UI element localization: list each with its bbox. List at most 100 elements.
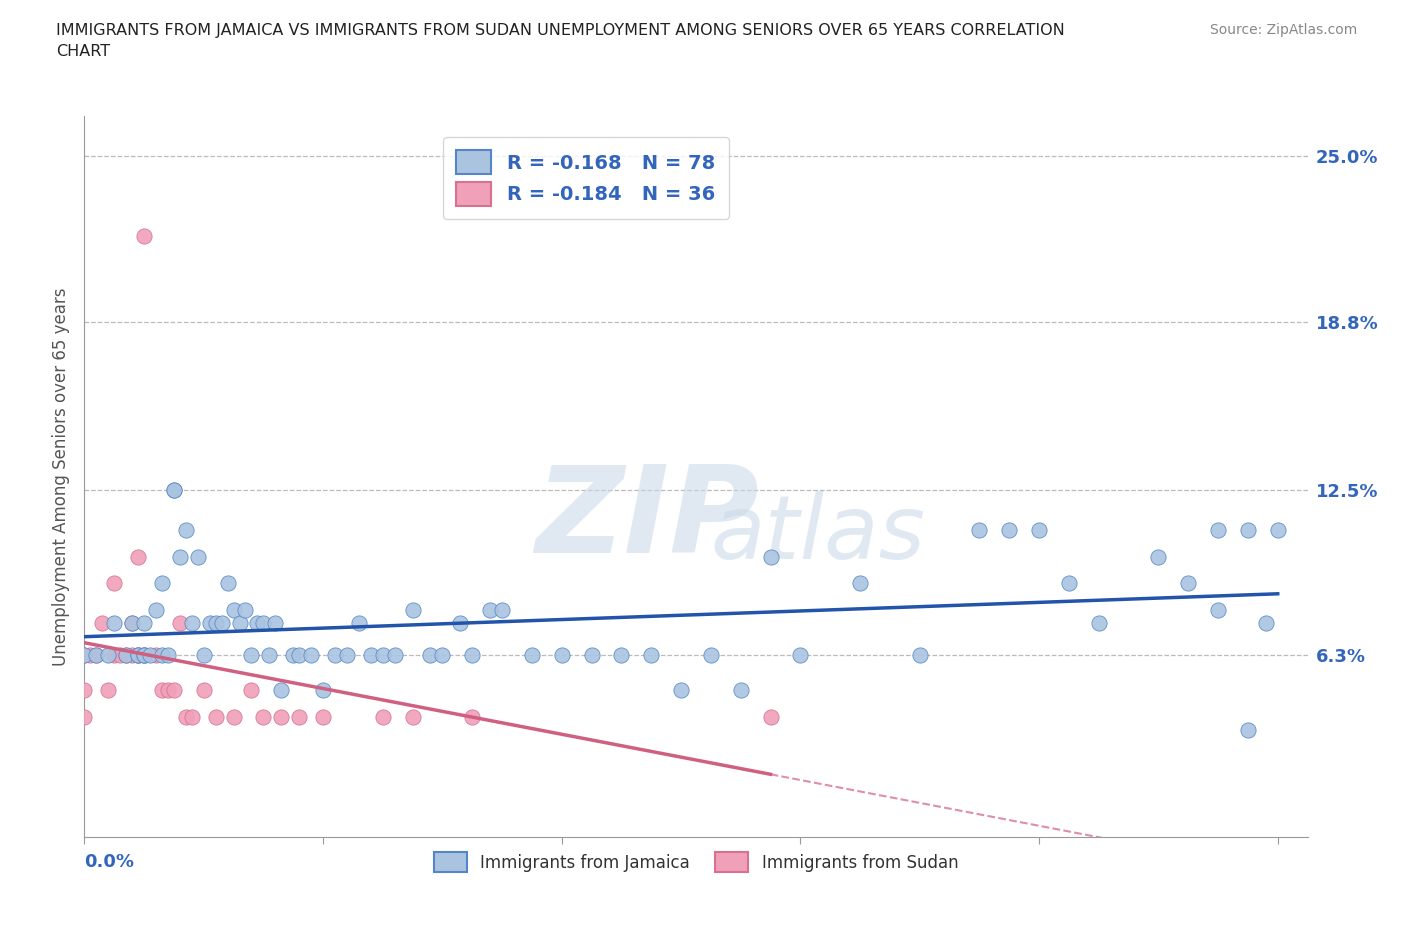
Point	[252, 710, 274, 724]
Point	[103, 648, 125, 663]
Point	[132, 229, 155, 244]
Point	[347, 616, 370, 631]
Point	[581, 648, 603, 663]
Point	[312, 683, 335, 698]
Point	[145, 603, 167, 618]
Point	[384, 648, 406, 663]
Point	[1177, 576, 1199, 591]
Point	[1267, 523, 1289, 538]
Point	[156, 683, 179, 698]
Point	[97, 648, 120, 663]
Point	[217, 576, 239, 591]
Point	[193, 648, 215, 663]
Point	[1028, 523, 1050, 538]
Point	[246, 616, 269, 631]
Point	[759, 550, 782, 565]
Point	[491, 603, 513, 618]
Point	[1057, 576, 1080, 591]
Y-axis label: Unemployment Among Seniors over 65 years: Unemployment Among Seniors over 65 years	[52, 287, 70, 666]
Point	[419, 648, 441, 663]
Point	[401, 603, 423, 618]
Point	[180, 616, 202, 631]
Point	[121, 616, 143, 631]
Point	[849, 576, 872, 591]
Text: Source: ZipAtlas.com: Source: ZipAtlas.com	[1209, 23, 1357, 37]
Point	[121, 616, 143, 631]
Point	[270, 683, 292, 698]
Point	[730, 683, 752, 698]
Point	[640, 648, 662, 663]
Text: atlas: atlas	[711, 491, 925, 578]
Point	[108, 648, 131, 663]
Point	[759, 710, 782, 724]
Point	[169, 616, 191, 631]
Point	[312, 710, 335, 724]
Point	[371, 710, 394, 724]
Point	[360, 648, 382, 663]
Point	[73, 710, 96, 724]
Point	[127, 648, 149, 663]
Point	[84, 648, 107, 663]
Point	[204, 616, 226, 631]
Point	[132, 648, 155, 663]
Point	[91, 616, 114, 631]
Point	[211, 616, 233, 631]
Point	[222, 603, 245, 618]
Point	[401, 710, 423, 724]
Point	[174, 523, 197, 538]
Point	[1087, 616, 1109, 631]
Point	[115, 648, 138, 663]
Point	[235, 603, 257, 618]
Text: 0.0%: 0.0%	[84, 853, 135, 870]
Point	[73, 683, 96, 698]
Point	[789, 648, 811, 663]
Point	[127, 648, 149, 663]
Point	[132, 616, 155, 631]
Point	[252, 616, 274, 631]
Point	[150, 683, 173, 698]
Point	[240, 683, 263, 698]
Point	[150, 576, 173, 591]
Point	[1206, 603, 1229, 618]
Point	[103, 576, 125, 591]
Point	[84, 648, 107, 663]
Point	[193, 683, 215, 698]
Point	[139, 648, 162, 663]
Point	[163, 683, 186, 698]
Point	[288, 648, 311, 663]
Text: IMMIGRANTS FROM JAMAICA VS IMMIGRANTS FROM SUDAN UNEMPLOYMENT AMONG SENIORS OVER: IMMIGRANTS FROM JAMAICA VS IMMIGRANTS FR…	[56, 23, 1064, 38]
Point	[132, 648, 155, 663]
Text: CHART: CHART	[56, 44, 110, 59]
Point	[259, 648, 281, 663]
Point	[270, 710, 292, 724]
Point	[283, 648, 305, 663]
Point	[163, 483, 186, 498]
Point	[336, 648, 359, 663]
Point	[700, 648, 723, 663]
Point	[127, 648, 149, 663]
Point	[669, 683, 692, 698]
Point	[371, 648, 394, 663]
Point	[97, 683, 120, 698]
Point	[73, 648, 96, 663]
Point	[228, 616, 250, 631]
Point	[288, 710, 311, 724]
Point	[610, 648, 633, 663]
Point	[908, 648, 931, 663]
Point	[163, 483, 186, 498]
Point	[156, 648, 179, 663]
Point	[103, 616, 125, 631]
Point	[1237, 723, 1260, 737]
Point	[127, 550, 149, 565]
Point	[187, 550, 209, 565]
Text: ZIP: ZIP	[536, 461, 759, 578]
Point	[1206, 523, 1229, 538]
Point	[79, 648, 101, 663]
Point	[198, 616, 221, 631]
Point	[1147, 550, 1170, 565]
Point	[132, 648, 155, 663]
Point	[169, 550, 191, 565]
Point	[969, 523, 991, 538]
Point	[1237, 523, 1260, 538]
Point	[449, 616, 471, 631]
